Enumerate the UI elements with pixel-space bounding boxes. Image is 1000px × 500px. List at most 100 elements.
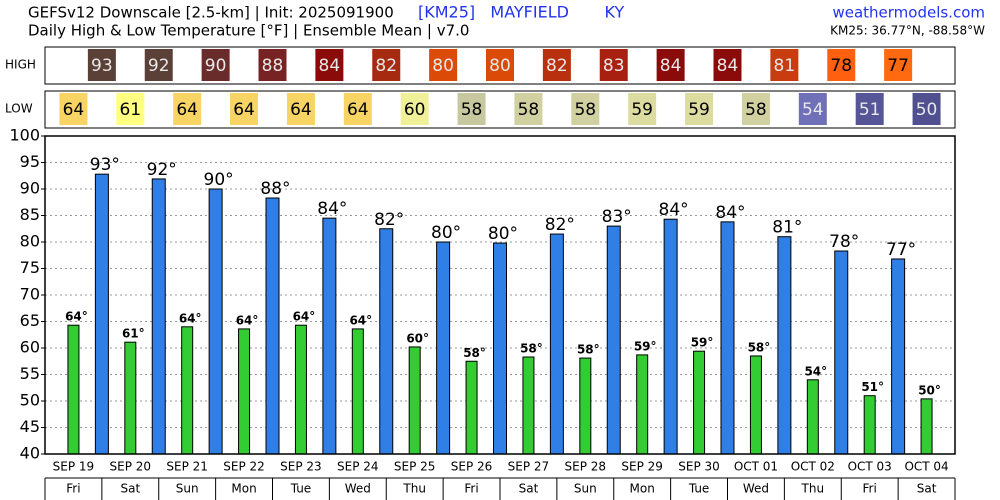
bar (693, 350, 706, 455)
value-label: 58° (463, 346, 486, 360)
table-cell (486, 49, 514, 81)
value-label: 50° (918, 383, 941, 397)
y-tick-label: 90 (20, 179, 40, 198)
value-label: 60° (406, 331, 429, 345)
value-label: 88° (260, 179, 290, 199)
table-value: 59 (631, 100, 653, 120)
table-cell (656, 49, 685, 81)
value-label: 82° (545, 215, 575, 235)
table-cell (116, 93, 145, 125)
value-label: 84° (659, 200, 689, 220)
table-cell (315, 49, 344, 81)
table-cell (741, 93, 770, 125)
y-tick-label: 55 (20, 364, 40, 383)
low-row-label: LOW (5, 102, 33, 116)
table-cell (514, 93, 543, 125)
table-cell (59, 93, 88, 125)
x-tick-label: SEP 28 (565, 460, 607, 474)
bar (720, 221, 735, 455)
table-cell (798, 93, 827, 125)
table-cell (429, 49, 458, 81)
x-tick-label: SEP 19 (53, 460, 95, 474)
table-cell (685, 93, 714, 125)
bar (663, 218, 678, 455)
high-row-label: HIGH (5, 58, 36, 72)
table-value: 60 (404, 100, 426, 120)
table-value: 58 (518, 100, 540, 120)
bar (806, 379, 819, 455)
value-label: 80° (488, 224, 518, 244)
value-label: 77° (886, 240, 916, 260)
x-weekday-label: Mon (630, 482, 655, 496)
bar (522, 356, 535, 455)
y-tick-label: 80 (20, 232, 40, 251)
chart-title: GEFSv12 Downscale [2.5-km] | Init: 20250… (28, 4, 394, 22)
table-cell (855, 93, 884, 125)
x-tick-label: SEP 25 (394, 460, 436, 474)
x-weekday-label: Mon (231, 482, 256, 496)
bar (94, 173, 109, 455)
bar (549, 233, 564, 455)
y-tick-label: 75 (20, 258, 40, 277)
table-value: 81 (774, 56, 796, 76)
table-value: 54 (802, 100, 824, 120)
value-label: 64° (349, 313, 372, 327)
x-tick-label: SEP 29 (621, 460, 663, 474)
x-tick-label: SEP 22 (223, 460, 265, 474)
table-value: 61 (119, 100, 141, 120)
table-cell (599, 49, 628, 81)
value-label: 83° (602, 207, 632, 227)
bar (465, 360, 478, 455)
value-label: 80° (431, 223, 461, 243)
table-value: 90 (205, 56, 227, 76)
bar (891, 258, 906, 455)
source: weathermodels.com (832, 4, 985, 22)
table-cell (542, 49, 571, 81)
x-weekday-label: Sat (519, 482, 539, 496)
table-cell (884, 49, 913, 81)
x-weekday-label: Sun (574, 482, 597, 496)
table-cell (258, 49, 287, 81)
table-cell (770, 49, 799, 81)
x-tick-label: SEP 20 (110, 460, 152, 474)
x-tick-label: SEP 23 (280, 460, 322, 474)
table-cell (230, 93, 259, 125)
x-tick-label: SEP 24 (337, 460, 379, 474)
bar (606, 225, 621, 455)
x-weekday-label: Wed (743, 482, 769, 496)
table-value: 80 (489, 56, 511, 76)
table-cell (713, 49, 742, 81)
value-label: 84° (317, 199, 347, 219)
table-value: 77 (887, 56, 909, 76)
x-weekday-label: Thu (801, 482, 825, 496)
value-label: 64° (236, 313, 259, 327)
bar (294, 324, 307, 455)
table-cell (827, 49, 856, 81)
table-cell (201, 49, 230, 81)
table-value: 58 (461, 100, 483, 120)
y-tick-label: 50 (20, 391, 40, 410)
bar (436, 241, 451, 455)
table-value: 78 (830, 56, 852, 76)
table-value: 59 (688, 100, 710, 120)
x-tick-label: OCT 01 (734, 460, 778, 474)
bar (749, 355, 762, 455)
value-label: 81° (772, 218, 802, 238)
bar (579, 357, 592, 455)
value-label: 61° (122, 327, 145, 341)
x-weekday-label: Sat (917, 482, 937, 496)
x-weekday-label: Tue (688, 482, 710, 496)
x-weekday-label: Fri (863, 482, 877, 496)
value-label: 59° (691, 336, 714, 350)
bar (636, 354, 649, 455)
chart-subtitle: Daily High & Low Temperature [°F] | Ense… (28, 22, 469, 40)
bar (493, 242, 507, 455)
value-label: 78° (829, 232, 859, 252)
value-label: 64° (65, 310, 88, 324)
bar (920, 398, 933, 455)
table-cell (571, 93, 600, 125)
value-label: 51° (861, 380, 884, 394)
table-cell (144, 49, 173, 81)
table-cell (286, 93, 315, 125)
